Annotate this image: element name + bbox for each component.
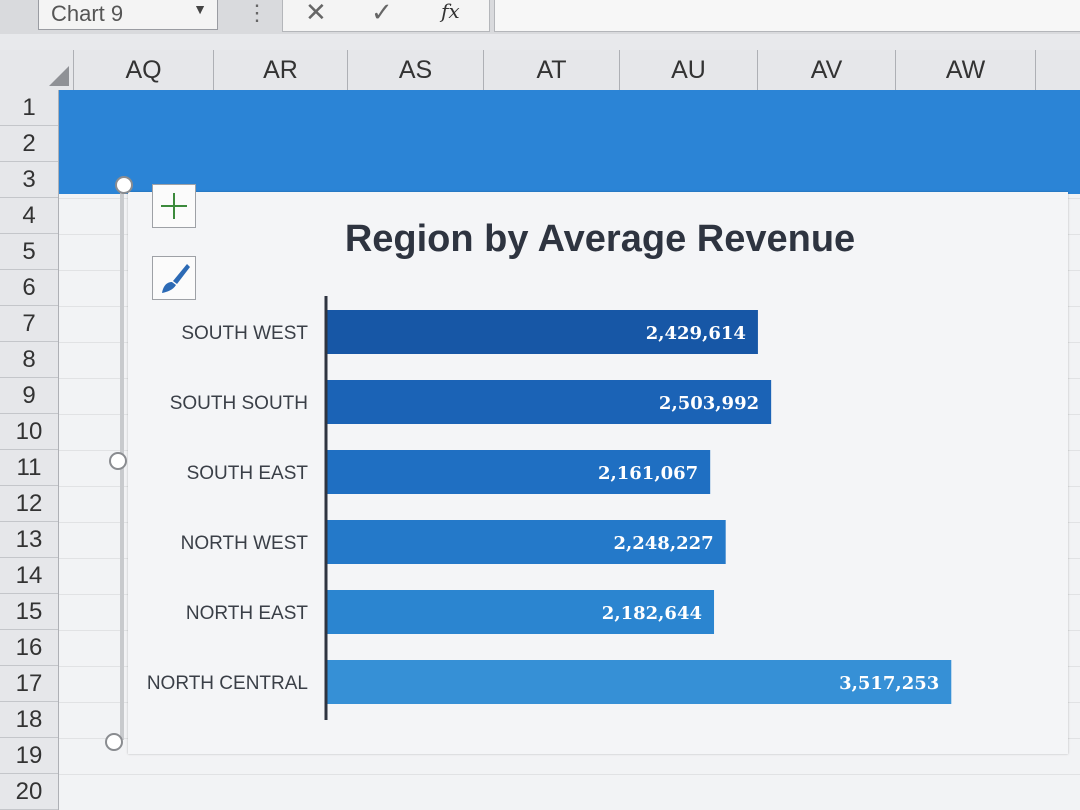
data-label: 2,182,644 (602, 603, 702, 624)
row-header-17[interactable]: 17 (0, 666, 58, 702)
column-header-au[interactable]: AU (620, 50, 758, 90)
data-label: 2,248,227 (613, 533, 713, 554)
paintbrush-icon (162, 264, 190, 293)
bar-4 (326, 590, 715, 634)
formula-input[interactable] (494, 0, 1080, 32)
bar-2 (326, 450, 711, 494)
data-label: 3,517,253 (839, 673, 939, 694)
category-label: SOUTH EAST (187, 463, 309, 484)
row-header-8[interactable]: 8 (0, 342, 58, 378)
formula-bar: Chart 9 ▼ ⋮ ✕ ✓ fx (0, 0, 1080, 34)
header-band (58, 90, 1080, 194)
bar-5 (326, 660, 952, 704)
category-label: NORTH EAST (186, 603, 309, 624)
row-header-13[interactable]: 13 (0, 522, 58, 558)
column-header-aw[interactable]: AW (896, 50, 1036, 90)
column-header-aq[interactable]: AQ (74, 50, 214, 90)
dropdown-arrow-icon[interactable]: ▼ (193, 1, 207, 17)
row-header-9[interactable]: 9 (0, 378, 58, 414)
column-header-ar[interactable]: AR (214, 50, 348, 90)
row-header-19[interactable]: 19 (0, 738, 58, 774)
row-header-18[interactable]: 18 (0, 702, 58, 738)
chart-styles-button[interactable] (152, 256, 196, 300)
row-header-16[interactable]: 16 (0, 630, 58, 666)
category-label: NORTH CENTRAL (147, 673, 308, 694)
column-header-at[interactable]: AT (484, 50, 620, 90)
row-header-6[interactable]: 6 (0, 270, 58, 306)
close-icon[interactable]: ✕ (305, 0, 327, 27)
data-label: 2,503,992 (659, 393, 759, 414)
plus-icon (161, 193, 187, 219)
bar-3 (326, 520, 726, 564)
chart-elements-button[interactable] (152, 184, 196, 228)
check-icon[interactable]: ✓ (371, 0, 393, 27)
resize-handle-top[interactable] (115, 176, 133, 194)
category-label: NORTH WEST (181, 533, 309, 554)
bar-0 (326, 310, 758, 354)
function-button[interactable]: fx (441, 0, 460, 23)
row-header-1[interactable]: 1 (0, 90, 58, 126)
select-all-corner[interactable] (0, 50, 74, 90)
column-header-as[interactable]: AS (348, 50, 484, 90)
data-label: 2,429,614 (646, 323, 746, 344)
row-header-3[interactable]: 3 (0, 162, 58, 198)
row-header-4[interactable]: 4 (0, 198, 58, 234)
bar-1 (326, 380, 772, 424)
row-header-11[interactable]: 11 (0, 450, 58, 486)
vertical-dots-icon[interactable]: ⋮ (246, 0, 268, 25)
row-header-5[interactable]: 5 (0, 234, 58, 270)
row-header-2[interactable]: 2 (0, 126, 58, 162)
name-box[interactable]: Chart 9 ▼ (38, 0, 218, 30)
formula-buttons: ✕ ✓ fx (282, 0, 490, 32)
category-label: SOUTH SOUTH (170, 393, 308, 414)
row-header-10[interactable]: 10 (0, 414, 58, 450)
select-all-icon (49, 66, 69, 86)
resize-handle-middle[interactable] (109, 452, 127, 470)
row-header-15[interactable]: 15 (0, 594, 58, 630)
data-label: 2,161,067 (598, 463, 698, 484)
row-header-7[interactable]: 7 (0, 306, 58, 342)
row-header-14[interactable]: 14 (0, 558, 58, 594)
row-headers: 1 2 3 4 5 6 7 8 9 10 11 12 13 14 15 16 1… (0, 90, 59, 810)
row-header-12[interactable]: 12 (0, 486, 58, 522)
name-box-value: Chart 9 (51, 1, 124, 26)
resize-handle-bottom[interactable] (105, 733, 123, 751)
chart-title: Region by Average Revenue (344, 218, 856, 260)
category-label: SOUTH WEST (181, 323, 308, 344)
column-header-av[interactable]: AV (758, 50, 896, 90)
column-headers: AQ AR AS AT AU AV AW (0, 50, 1080, 91)
